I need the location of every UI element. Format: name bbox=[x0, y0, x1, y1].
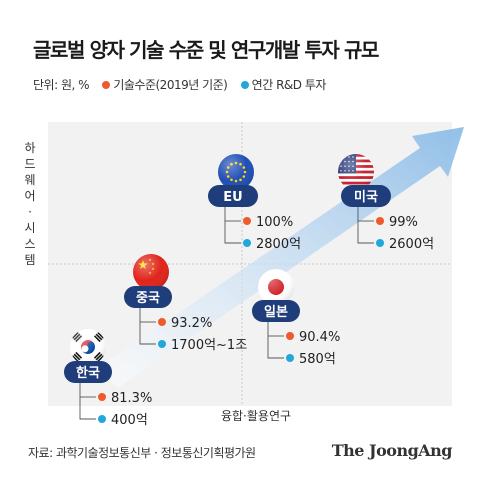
rd-investment-dot bbox=[158, 340, 166, 348]
china-flag-icon bbox=[133, 254, 169, 290]
brand-logo: The JoongAng bbox=[331, 441, 453, 460]
rd-investment-value: 1700억~1조 bbox=[171, 338, 247, 353]
japan-flag-icon bbox=[258, 269, 294, 305]
connector-line bbox=[267, 322, 284, 359]
legend: 단위: 원, % 기술수준(2019년 기준) 연간 R&D 투자 bbox=[33, 76, 326, 93]
data-point-eu: EU 100% 2800억 bbox=[208, 154, 301, 252]
country-label: 일본 bbox=[264, 305, 288, 320]
tech-level-value: 93.2% bbox=[171, 316, 212, 331]
tech-level-value: 81.3% bbox=[111, 391, 152, 406]
rd-investment-dot bbox=[98, 415, 106, 423]
country-label: 한국 bbox=[76, 365, 100, 381]
connector-line bbox=[139, 308, 156, 345]
connector-line bbox=[79, 383, 96, 420]
source-note: 자료: 과학기술정보통신부 · 정보통신기획평가원 bbox=[28, 446, 256, 460]
tech-level-dot bbox=[98, 393, 106, 401]
country-tag bbox=[208, 185, 258, 207]
country-tag bbox=[64, 361, 112, 383]
eu-flag-icon bbox=[218, 154, 254, 190]
tech-level-dot bbox=[158, 318, 166, 326]
chart-title: 글로벌 양자 기술 수준 및 연구개발 투자 규모 bbox=[33, 38, 379, 62]
country-tag bbox=[124, 286, 172, 308]
rd-investment-value: 2600억 bbox=[389, 237, 434, 252]
rd-investment-dot bbox=[376, 239, 384, 247]
country-label: 미국 bbox=[354, 189, 378, 205]
rd-investment-dot bbox=[286, 354, 294, 362]
x-axis-label: 융합·활용연구 bbox=[221, 409, 291, 423]
tech-level-value: 100% bbox=[256, 215, 293, 230]
tech-level-value: 99% bbox=[389, 215, 418, 230]
country-label: EU bbox=[223, 190, 242, 205]
data-point-japan: 일본 90.4% 580억 bbox=[252, 269, 340, 367]
country-tag bbox=[252, 300, 300, 322]
data-point-us: 미국 99% 2600억 bbox=[338, 154, 434, 252]
connector-line bbox=[357, 207, 374, 244]
rd-investment-dot bbox=[243, 239, 251, 247]
tech-level-dot bbox=[243, 217, 251, 225]
tech-level-value: 90.4% bbox=[299, 330, 340, 345]
country-tag bbox=[341, 185, 391, 207]
us-flag-icon bbox=[338, 154, 374, 190]
legend-swatch-rd-investment bbox=[240, 81, 249, 89]
connector-line bbox=[224, 207, 241, 244]
data-point-china: 중국 93.2% 1700억~1조 bbox=[124, 254, 247, 353]
legend-swatch-tech-level bbox=[102, 81, 111, 89]
rd-investment-value: 400억 bbox=[111, 413, 148, 428]
tech-level-dot bbox=[286, 332, 294, 340]
country-label: 중국 bbox=[136, 291, 160, 306]
unit-label: 단위: 원, % bbox=[33, 78, 90, 92]
rd-investment-value: 2800억 bbox=[256, 237, 301, 252]
y-axis-label: 하 드 웨 어 · 시 스 템 bbox=[24, 141, 35, 267]
legend-label-rd-investment: 연간 R&D 투자 bbox=[251, 78, 327, 92]
data-point-korea: 한국 81.3% 400억 bbox=[64, 329, 152, 428]
tech-level-dot bbox=[376, 217, 384, 225]
legend-label-tech-level: 기술수준(2019년 기준) bbox=[113, 78, 228, 92]
korea-flag-icon bbox=[70, 329, 106, 365]
rd-investment-value: 580억 bbox=[299, 352, 336, 367]
